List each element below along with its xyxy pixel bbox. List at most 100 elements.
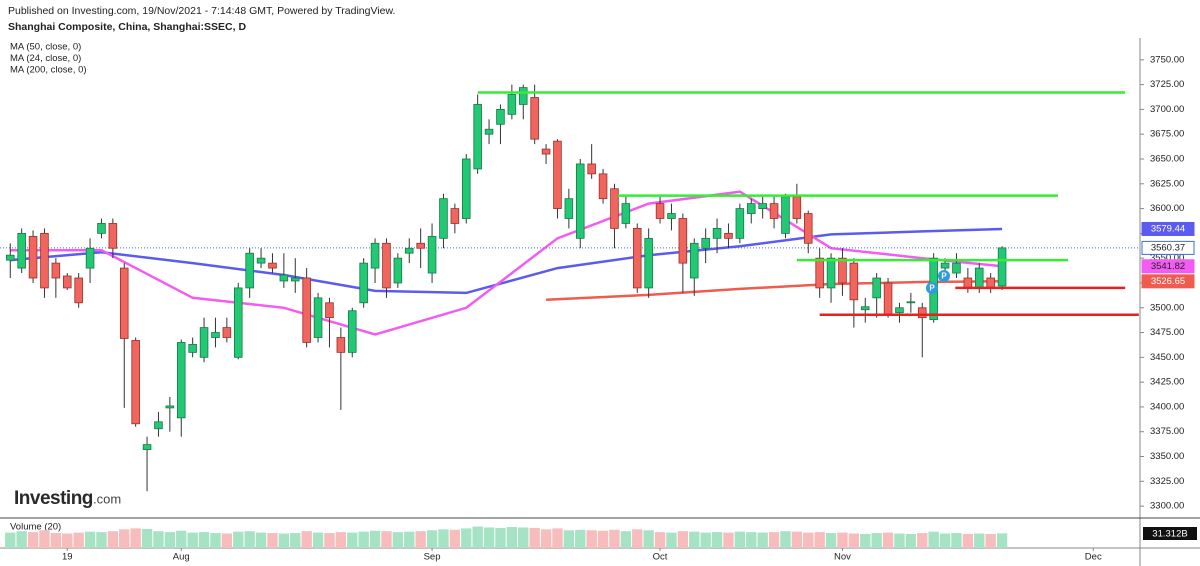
candle-body bbox=[97, 223, 106, 234]
volume-bar bbox=[894, 533, 905, 548]
last-value-label: 3560.37 bbox=[1151, 242, 1185, 253]
candle-body bbox=[28, 235, 38, 279]
x-tick-label: Sep bbox=[424, 552, 441, 563]
volume-bar bbox=[882, 532, 894, 548]
annotation-dot bbox=[938, 270, 950, 282]
candle-body bbox=[712, 228, 722, 239]
volume-bar bbox=[210, 533, 221, 548]
y-tick-label: 3350.00 bbox=[1150, 451, 1184, 462]
candle-body bbox=[85, 247, 95, 269]
y-tick-label: 3550.00 bbox=[1150, 253, 1184, 264]
volume-bar bbox=[495, 527, 506, 548]
candle-body bbox=[359, 262, 368, 304]
volume-bar bbox=[27, 532, 39, 548]
candle-body bbox=[404, 247, 414, 254]
volume-bar bbox=[221, 533, 233, 548]
candle-body bbox=[621, 203, 631, 224]
volume-bar bbox=[939, 533, 951, 548]
candle-body bbox=[233, 287, 243, 358]
volume-bar bbox=[506, 527, 518, 548]
volume-bar bbox=[347, 532, 358, 548]
candle-body bbox=[917, 307, 927, 319]
volume-bar bbox=[358, 531, 369, 548]
volume-bar bbox=[84, 531, 96, 548]
y-tick-label: 3750.00 bbox=[1150, 54, 1184, 65]
source-line: Published on Investing.com, 19/Nov/2021 … bbox=[8, 5, 395, 17]
volume-bar bbox=[529, 527, 540, 548]
candle-body bbox=[347, 310, 357, 353]
volume-bar bbox=[39, 530, 50, 548]
volume-bar bbox=[563, 530, 575, 548]
volume-bar bbox=[50, 533, 62, 548]
candle-body bbox=[336, 337, 346, 353]
x-tick-label: 19 bbox=[62, 552, 73, 563]
y-tick-label: 3725.00 bbox=[1150, 79, 1184, 90]
volume-bar bbox=[153, 531, 164, 548]
volume-bar bbox=[871, 533, 882, 548]
candle-body bbox=[667, 213, 676, 219]
volume-bar bbox=[244, 531, 255, 548]
candle-body bbox=[872, 277, 881, 299]
candle-body bbox=[587, 163, 596, 175]
candle-body bbox=[724, 232, 733, 239]
candle-body bbox=[883, 282, 893, 316]
candle-body bbox=[268, 262, 277, 269]
volume-bar bbox=[552, 528, 563, 548]
candle-body bbox=[222, 327, 232, 338]
volume-bar bbox=[449, 529, 461, 548]
volume-bar bbox=[141, 528, 153, 548]
candle-body bbox=[781, 196, 790, 234]
volume-bar bbox=[130, 528, 141, 548]
volume-bar bbox=[540, 529, 552, 548]
legend-entry: MA (24, close, 0) bbox=[10, 53, 81, 64]
volume-bar bbox=[119, 529, 130, 548]
annotation-dot bbox=[926, 282, 938, 294]
candle-body bbox=[632, 228, 642, 289]
volume-bar bbox=[825, 533, 837, 548]
candle-body bbox=[940, 262, 950, 269]
volume-bar bbox=[837, 532, 848, 548]
volume-bar bbox=[723, 532, 734, 548]
volume-bar bbox=[700, 532, 711, 548]
y-tick-label: 3625.00 bbox=[1150, 178, 1184, 189]
candle-body bbox=[838, 257, 847, 284]
volume-bar bbox=[301, 531, 312, 548]
candle-body bbox=[986, 277, 995, 289]
last-value-label: 3526.65 bbox=[1151, 276, 1185, 287]
candle-body bbox=[826, 257, 836, 289]
candle-body bbox=[450, 208, 460, 224]
volume-bar bbox=[176, 530, 187, 548]
volume-bar bbox=[768, 532, 780, 548]
volume-bar bbox=[985, 534, 996, 548]
y-tick-label: 3650.00 bbox=[1150, 154, 1184, 165]
candle-body bbox=[40, 232, 49, 289]
last-value-box bbox=[1141, 221, 1195, 236]
y-tick-label: 3400.00 bbox=[1150, 401, 1184, 412]
candle-body bbox=[370, 242, 380, 269]
volume-bar bbox=[369, 530, 381, 548]
volume-bar bbox=[814, 532, 825, 548]
volume-bar bbox=[654, 532, 666, 548]
volume-bar bbox=[757, 532, 768, 548]
volume-bar bbox=[518, 527, 529, 548]
candle-body bbox=[382, 242, 391, 289]
candle-body bbox=[131, 340, 140, 425]
candle-body bbox=[895, 307, 904, 314]
volume-bar bbox=[483, 527, 495, 548]
candle-body bbox=[792, 196, 802, 219]
candle-body bbox=[62, 275, 72, 289]
candle-body bbox=[860, 306, 870, 311]
legend-entry: MA (200, close, 0) bbox=[10, 65, 87, 76]
annotation-text: P bbox=[929, 284, 935, 293]
volume-bar bbox=[597, 530, 609, 548]
volume-bar bbox=[164, 532, 176, 548]
volume-bar bbox=[438, 529, 449, 548]
y-tick-label: 3700.00 bbox=[1150, 104, 1184, 115]
candle-body bbox=[974, 267, 984, 289]
candle-body bbox=[245, 252, 254, 289]
annotation-p2: P bbox=[938, 270, 950, 282]
volume-bar bbox=[689, 531, 700, 548]
volume-bar bbox=[472, 526, 483, 548]
volume-label: Volume (20) bbox=[10, 522, 61, 533]
candle-body bbox=[769, 203, 779, 219]
